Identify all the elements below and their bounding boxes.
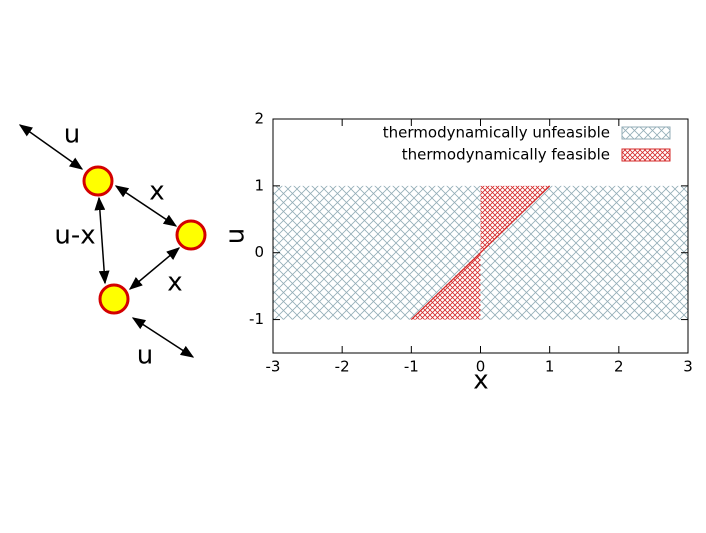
y-tick-label: 1: [254, 176, 264, 194]
y-axis-label: u: [221, 228, 251, 244]
edge-label: u-x: [54, 221, 95, 251]
edge-label: x: [167, 268, 182, 298]
x-tick-label: -2: [335, 358, 350, 376]
x-tick-label: 2: [614, 358, 624, 376]
node: [98, 283, 130, 315]
x-axis-label: x: [473, 366, 488, 396]
x-tick-label: 0: [476, 358, 486, 376]
legend-label: thermodynamically unfeasible: [383, 124, 610, 142]
y-tick-label: 2: [254, 110, 264, 128]
boundary-line: [410, 185, 551, 321]
edge-label: u: [137, 341, 153, 371]
arrow: [94, 196, 110, 285]
y-tick-label: -1: [249, 310, 264, 328]
arrow: [114, 185, 178, 227]
edge-label: x: [149, 177, 164, 207]
arrow: [131, 317, 195, 358]
legend-swatch: [621, 126, 671, 140]
x-tick-label: 3: [683, 358, 693, 376]
arrow: [128, 247, 181, 290]
edge-label: u: [64, 120, 80, 150]
y-tick-label: 0: [254, 243, 264, 261]
legend-label: thermodynamically feasible: [402, 146, 610, 164]
legend-swatch: [621, 148, 671, 162]
x-tick-label: -3: [266, 358, 281, 376]
x-tick-label: -1: [404, 358, 419, 376]
x-tick-label: 1: [545, 358, 555, 376]
node: [82, 165, 114, 197]
node: [175, 219, 207, 251]
network-diagram: u x u-x x u: [18, 120, 207, 371]
arrow: [18, 124, 84, 170]
